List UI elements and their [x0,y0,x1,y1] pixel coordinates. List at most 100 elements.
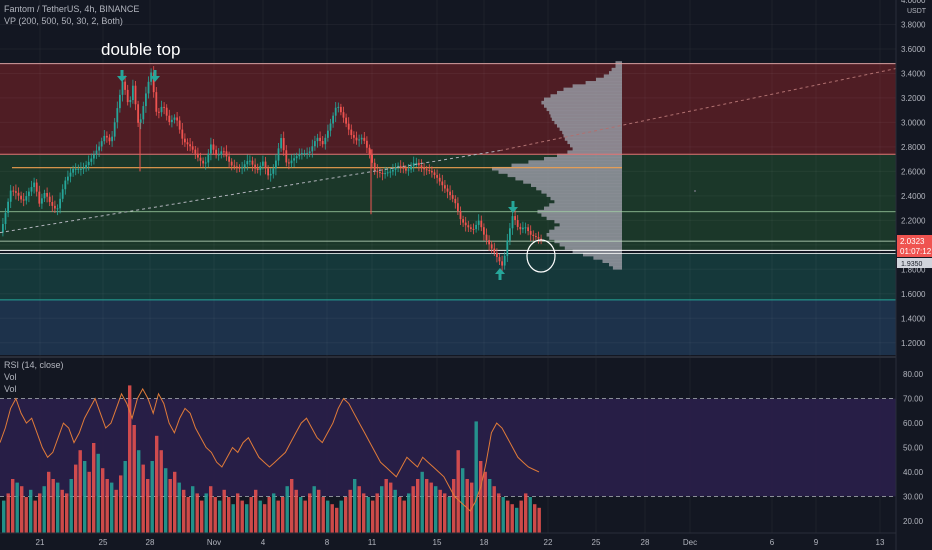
volume-bar [227,497,231,533]
candle [59,198,61,209]
candles [2,66,542,272]
candle [451,195,454,199]
candle [103,135,106,142]
volume-bar [141,464,145,533]
candle [119,94,121,109]
profile-bar [546,193,622,197]
time-tick-label: 15 [433,538,442,547]
volume-bar [326,500,330,533]
candle [511,216,514,229]
vp-indicator-label[interactable]: VP (200, 500, 50, 30, 2, Both) [4,16,123,26]
volume-bar [195,493,199,533]
volume-bar [254,489,258,533]
candle [223,151,225,153]
candle [425,169,428,171]
volume-bar [105,479,109,533]
volume-bar [38,493,42,533]
grid-lines [0,72,896,344]
time-tick-label: 13 [876,538,885,547]
volume-bar [96,453,100,533]
candle [529,231,532,235]
volume-bar [371,500,375,533]
double-top-annotation[interactable]: double top [101,40,181,59]
price-tick-label: 2.2000 [901,216,926,225]
volume-bar [402,500,406,533]
volume-bar [501,497,505,533]
symbol-title[interactable]: Fantom / TetherUS, 4h, BINANCE [4,4,140,14]
candle [139,119,142,123]
candle [464,222,467,226]
candle [85,165,87,169]
volume-bar [24,497,28,533]
candle [197,153,199,158]
volume-bar [177,482,181,533]
profile-bar [511,163,622,168]
candle [402,166,405,169]
candle [233,165,236,167]
rsi-tick-label: 20.00 [903,517,924,526]
candle [444,185,446,189]
volume-bar [281,497,285,533]
price-tick-label: 3.4000 [901,69,926,78]
vol-indicator-label[interactable]: Vol [4,372,17,382]
volume-bar [312,486,316,533]
candle [7,201,9,213]
profile-bar [492,166,622,171]
volume-bar [303,500,307,533]
volume-bar [483,471,487,533]
candle [35,182,38,192]
candle [454,198,457,204]
profile-bar [550,94,622,98]
candle [132,85,134,101]
candle [503,255,506,266]
volume-bar [168,479,172,533]
drawings[interactable] [0,68,897,280]
level-lines[interactable] [0,63,896,301]
price-tick-label: 1.4000 [901,314,926,323]
arrow-down-icon [150,70,160,82]
price-tick-label: 1.6000 [901,290,926,299]
time-tick-label: 8 [325,538,330,547]
volume-bar [357,486,361,533]
profile-bar [536,186,622,191]
profile-bar [609,71,622,75]
profile-bar [567,150,622,154]
volume-bar [393,489,397,533]
volume-profile [492,61,622,270]
candle [259,165,262,171]
candle [389,171,392,173]
volume-bar [83,461,87,533]
candle [514,216,516,221]
volume-bar [272,493,276,533]
rsi-tick-label: 60.00 [903,419,924,428]
profile-bar [544,104,622,108]
candle [311,146,314,152]
candle [280,138,282,149]
candle [12,190,15,192]
candle [366,140,368,148]
volume-bar [65,493,69,533]
profile-bar [563,133,622,138]
price-tick-label: 2.6000 [901,167,926,176]
candle [152,72,155,93]
profile-bar [554,226,622,230]
candle [415,162,418,164]
volume-bar [267,497,271,533]
price-tick-label: 3.8000 [901,20,926,29]
candle [457,203,459,212]
profile-bar [541,190,622,194]
candle [108,137,111,142]
volume-bar [20,486,24,533]
candle [168,115,171,123]
candle [423,167,425,170]
candle [111,136,113,142]
price-tick-label: 3.0000 [901,118,926,127]
vol-indicator-label-2[interactable]: Vol [4,384,17,394]
rsi-indicator-label[interactable]: RSI (14, close) [4,360,64,370]
candle [332,115,334,124]
volume-bar [474,421,478,533]
candle [215,149,217,156]
candle [470,227,472,229]
